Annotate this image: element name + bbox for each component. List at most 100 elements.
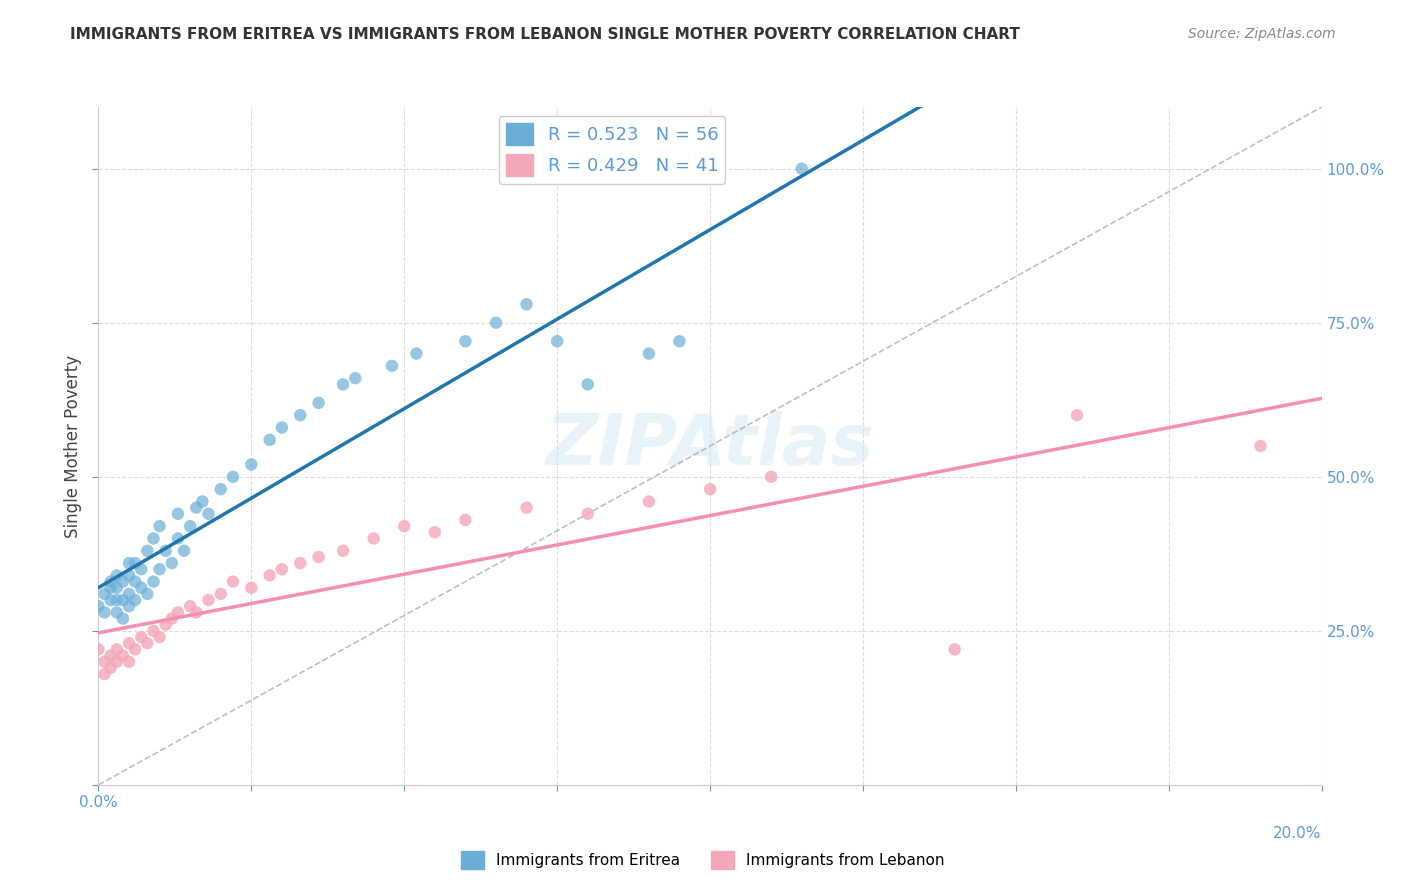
Point (142, 532, 165, 546)
Point (790, 161, 813, 176)
Point (100, 661, 122, 675)
Point (105, 655, 128, 669)
Point (149, 519, 172, 533)
Point (209, 482, 232, 496)
Point (191, 494, 214, 508)
Text: Source: ZipAtlas.com: Source: ZipAtlas.com (1188, 27, 1336, 41)
Point (240, 458, 263, 472)
Point (142, 574, 165, 589)
Point (546, 334, 568, 349)
Y-axis label: Single Mother Poverty: Single Mother Poverty (65, 354, 83, 538)
Point (308, 549, 330, 564)
Point (576, 377, 599, 392)
Point (111, 648, 134, 663)
Point (270, 562, 292, 576)
Point (1249, 439, 1271, 453)
Point (111, 593, 134, 607)
Point (111, 611, 134, 625)
Point (344, 371, 367, 385)
Point (167, 532, 190, 546)
Point (118, 556, 141, 570)
Point (363, 532, 385, 546)
Point (332, 377, 354, 392)
Point (93, 587, 115, 601)
Point (149, 630, 172, 644)
Point (516, 500, 538, 515)
Point (290, 556, 312, 570)
Point (105, 642, 128, 657)
Point (197, 593, 219, 607)
Point (136, 636, 159, 650)
Point (105, 606, 128, 620)
Point (381, 359, 404, 373)
Point (167, 606, 190, 620)
Point (197, 507, 219, 521)
Point (142, 624, 165, 638)
Point (118, 655, 141, 669)
Legend: R = 0.523   N = 56, R = 0.429   N = 41: R = 0.523 N = 56, R = 0.429 N = 41 (499, 116, 725, 184)
Point (186, 606, 208, 620)
Point (485, 316, 508, 330)
Point (259, 433, 281, 447)
Point (1066, 408, 1088, 422)
Point (124, 593, 146, 607)
Point (392, 519, 416, 533)
Point (105, 581, 128, 595)
Text: IMMIGRANTS FROM ERITREA VS IMMIGRANTS FROM LEBANON SINGLE MOTHER POVERTY CORRELA: IMMIGRANTS FROM ERITREA VS IMMIGRANTS FR… (70, 27, 1021, 42)
Point (100, 593, 122, 607)
Point (118, 568, 141, 582)
Point (454, 334, 477, 349)
Point (87, 642, 110, 657)
Point (100, 648, 122, 663)
Point (516, 297, 538, 311)
Point (124, 556, 146, 570)
Point (759, 470, 782, 484)
Point (222, 574, 245, 589)
Point (155, 543, 177, 558)
Point (454, 513, 477, 527)
Point (332, 543, 354, 558)
Point (87, 599, 110, 614)
Point (105, 568, 128, 582)
Point (129, 581, 152, 595)
Point (270, 420, 292, 434)
Point (160, 611, 183, 625)
Text: 20.0%: 20.0% (1274, 826, 1322, 840)
Point (179, 599, 201, 614)
Point (149, 562, 172, 576)
Point (699, 482, 721, 496)
Point (118, 636, 141, 650)
Point (167, 507, 190, 521)
Point (637, 346, 661, 360)
Point (240, 581, 263, 595)
Text: ZIPAtlas: ZIPAtlas (546, 411, 875, 481)
Point (136, 587, 159, 601)
Point (136, 543, 159, 558)
Point (209, 587, 232, 601)
Point (173, 543, 195, 558)
Point (111, 574, 134, 589)
Point (668, 334, 690, 349)
Point (129, 562, 152, 576)
Point (124, 642, 146, 657)
Point (179, 519, 201, 533)
Point (93, 667, 115, 681)
Point (222, 470, 245, 484)
Point (93, 655, 115, 669)
Point (155, 617, 177, 632)
Point (576, 507, 599, 521)
Point (423, 525, 446, 540)
Point (186, 500, 208, 515)
Point (160, 556, 183, 570)
Point (100, 581, 122, 595)
Point (118, 599, 141, 614)
Point (259, 568, 281, 582)
Point (943, 642, 966, 657)
Point (637, 494, 661, 508)
Point (100, 574, 122, 589)
Point (290, 408, 312, 422)
Legend: Immigrants from Eritrea, Immigrants from Lebanon: Immigrants from Eritrea, Immigrants from… (456, 845, 950, 875)
Point (405, 346, 427, 360)
Point (105, 593, 128, 607)
Point (129, 630, 152, 644)
